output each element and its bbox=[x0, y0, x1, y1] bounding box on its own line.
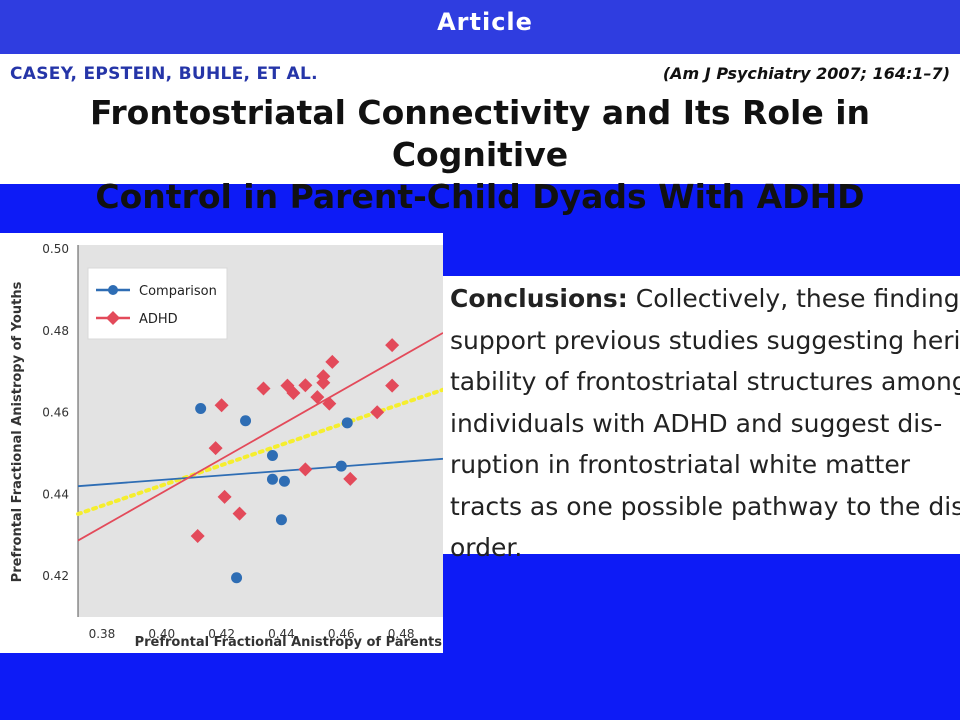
point-comparison bbox=[278, 475, 290, 487]
point-comparison bbox=[335, 460, 347, 472]
scatter-chart: 0.38 0.40 0.42 0.44 0.46 0.48 0.420.440.460.4… bbox=[10, 242, 445, 650]
conclusion-line-4: individuals with ADHD and suggest dis- bbox=[450, 408, 943, 438]
legend-box bbox=[87, 267, 228, 340]
y-tick-label: 0.42 bbox=[42, 569, 69, 583]
point-comparison bbox=[240, 415, 252, 427]
point-adhd bbox=[370, 405, 385, 420]
x-tick-labels: 0.38 0.40 0.42 0.44 0.46 0.48 bbox=[89, 627, 415, 641]
conclusion-line-5: ruption in frontostriatal white matter bbox=[450, 450, 911, 479]
banner-title: Article bbox=[437, 8, 533, 36]
y-tick-label: 0.48 bbox=[42, 324, 69, 338]
chart-panel: 0.38 0.40 0.42 0.44 0.46 0.48 0.42 0.44 0.46 0.4… bbox=[0, 233, 445, 653]
y-axis-label: Prefrontal Fractional Anistropy of Youth… bbox=[10, 281, 25, 582]
point-comparison bbox=[266, 473, 278, 485]
point-comparison bbox=[195, 403, 207, 415]
point-adhd bbox=[343, 471, 358, 486]
article-title: Frontostriatal Connectivity and Its Role… bbox=[0, 92, 960, 218]
point-adhd bbox=[217, 489, 232, 504]
article-banner: Article bbox=[0, 0, 960, 54]
point-adhd bbox=[316, 375, 331, 390]
point-adhd bbox=[208, 441, 223, 456]
fit-line-comparison bbox=[77, 457, 444, 488]
y-tick-label: 0.50 bbox=[42, 242, 69, 256]
point-adhd bbox=[190, 529, 205, 544]
x-tick-label: 0.44 bbox=[268, 627, 295, 641]
point-adhd bbox=[298, 462, 313, 477]
point-comparison bbox=[341, 417, 353, 429]
x-tick-label: 0.48 bbox=[388, 627, 415, 641]
x-axis-label: Prefrontal Fractional Anistropy of Paren… bbox=[135, 635, 443, 650]
conclusion-panel bbox=[443, 276, 960, 554]
point-comparison bbox=[266, 450, 278, 462]
title-line-1: Frontostriatal Connectivity and Its Role… bbox=[89, 93, 871, 174]
title-line-2: Control in Parent-Child Dyads With ADHD bbox=[95, 177, 865, 216]
x-tick-label: 0.46 bbox=[328, 627, 355, 641]
legend-label-comparison: Comparison bbox=[139, 284, 217, 299]
article-header bbox=[0, 54, 960, 184]
point-adhd bbox=[298, 378, 313, 393]
point-adhd bbox=[310, 390, 325, 405]
x-tick-label: 0.38 bbox=[89, 627, 116, 641]
x-tick-label: 0.42 bbox=[208, 627, 235, 641]
conclusion-line-7: order. bbox=[450, 533, 523, 562]
conclusion-line-1: Conclusions: Collectively, these finding… bbox=[450, 278, 960, 320]
x-tick-label: 0.40 bbox=[148, 627, 175, 641]
point-comparison bbox=[275, 514, 287, 526]
point-adhd bbox=[232, 506, 247, 521]
point-adhd bbox=[322, 396, 337, 411]
data-points bbox=[190, 338, 400, 584]
conclusion-line-2: support previous studies suggesting heri… bbox=[450, 325, 960, 355]
legend-marker-adhd bbox=[106, 311, 120, 325]
point-adhd bbox=[286, 385, 301, 400]
legend: Comparison ADHD bbox=[87, 267, 228, 340]
article-citation: (Am J Psychiatry 2007; 164:1–7) bbox=[662, 64, 950, 83]
point-adhd bbox=[214, 398, 229, 413]
conclusion-text: Conclusions: Collectively, these finding… bbox=[450, 278, 960, 569]
fit-line-adhd bbox=[77, 332, 444, 542]
legend-marker-comparison bbox=[108, 285, 118, 295]
point-adhd bbox=[325, 354, 340, 369]
conclusion-line-3: tability of frontostriatal structures am… bbox=[450, 367, 960, 396]
point-adhd bbox=[385, 378, 400, 393]
point-adhd bbox=[385, 338, 400, 353]
conclusion-line-6: tracts as one possible pathway to the di… bbox=[450, 491, 960, 521]
conclusion-label: Conclusions: bbox=[450, 284, 628, 313]
legend-label-adhd: ADHD bbox=[139, 312, 178, 327]
conclusion-line-1-text: Collectively, these findings bbox=[627, 284, 960, 313]
point-adhd bbox=[256, 381, 271, 396]
article-authors: CASEY, EPSTEIN, BUHLE, ET AL. bbox=[10, 64, 318, 84]
y-tick-label: 0.44 bbox=[42, 487, 69, 501]
y-tick-labels: 0.42 0.44 0.46 0.48 0.50 bbox=[42, 242, 69, 583]
point-comparison bbox=[231, 572, 243, 584]
y-tick-label: 0.46 bbox=[42, 406, 69, 420]
